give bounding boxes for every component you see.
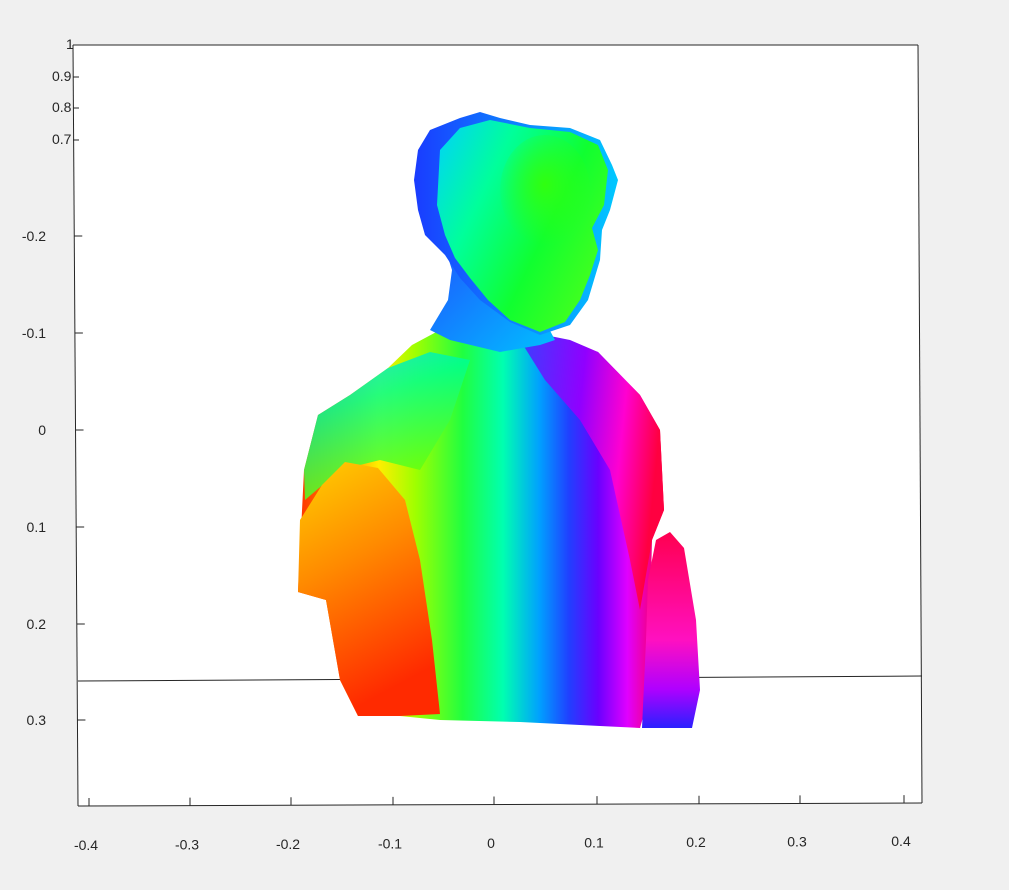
- y-axis-ticks: -0.2 -0.1 0 0.1 0.2 0.3: [22, 228, 86, 728]
- z-tick-label: 0.8: [52, 99, 72, 115]
- axis-bottom: [77, 802, 923, 807]
- x-tick-label: 0.1: [584, 835, 604, 851]
- z-tick-label: 0.7: [52, 131, 72, 147]
- z-axis-ticks: 1 0.9 0.8 0.7: [52, 36, 79, 147]
- x-tick-label: -0.4: [74, 837, 98, 853]
- y-tick-label: -0.2: [22, 228, 46, 244]
- y-tick-label: -0.1: [22, 325, 46, 341]
- point-cloud: [298, 112, 700, 728]
- y-tick-label: 0: [38, 422, 46, 438]
- x-tick-label: 0.2: [686, 834, 706, 850]
- y-tick-label: 0.1: [27, 519, 47, 535]
- axis-right: [917, 44, 923, 804]
- x-tick-label: 0.4: [891, 833, 911, 849]
- point-cloud-right-shoulder: [520, 335, 664, 610]
- point-cloud-right-arm: [642, 532, 700, 728]
- point-cloud-left-arm: [298, 462, 440, 716]
- x-tick-label: -0.2: [276, 836, 300, 852]
- x-tick-label: -0.3: [175, 837, 199, 853]
- x-tick-label: -0.1: [378, 836, 402, 852]
- point-cloud-face-highlight: [500, 135, 590, 245]
- y-tick-label: 0.2: [27, 616, 47, 632]
- x-axis-ticks: -0.4 -0.3 -0.2 -0.1 0 0.1 0.2 0.3 0.4: [74, 795, 911, 853]
- y-tick-label: 0.3: [27, 712, 47, 728]
- x-tick-label: 0: [487, 835, 495, 851]
- axis-left: [72, 44, 79, 807]
- x-tick-label: 0.3: [787, 834, 807, 850]
- z-tick-label: 1: [66, 36, 74, 52]
- z-tick-label: 0.9: [52, 68, 72, 84]
